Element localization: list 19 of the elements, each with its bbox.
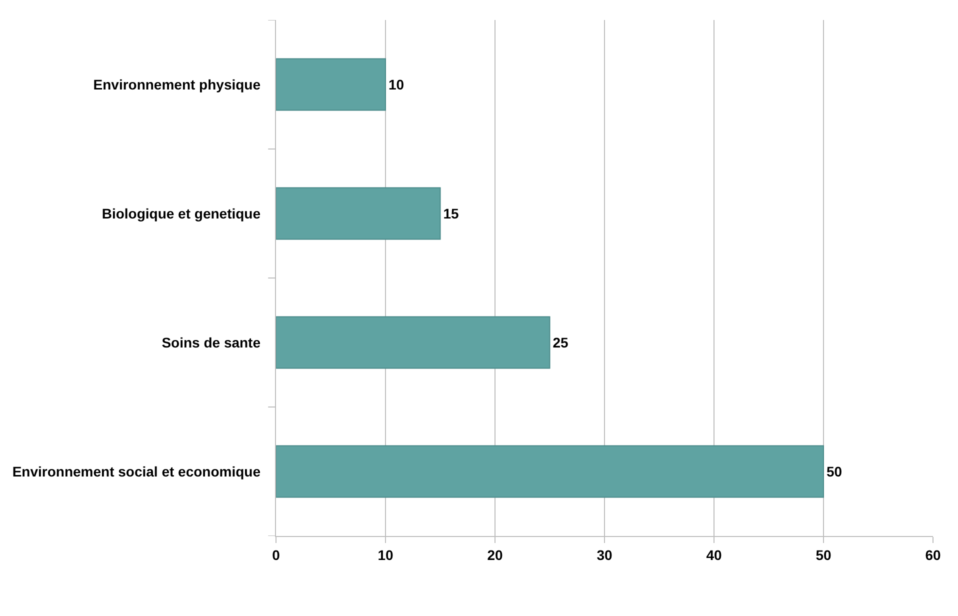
data-label: 50	[826, 464, 842, 480]
bar	[276, 316, 550, 369]
y-tick-label: Soins de sante	[162, 334, 261, 350]
x-tick-label: 10	[378, 546, 394, 563]
y-tick-label: Biologique et genetique	[102, 205, 261, 222]
data-label: 15	[443, 206, 460, 222]
bar	[276, 187, 441, 240]
y-tick-label: Environnement physique	[93, 76, 261, 92]
x-tick-label: 30	[596, 546, 612, 563]
data-label: 25	[552, 334, 569, 350]
x-tick-label: 50	[816, 546, 832, 563]
x-tick-label: 60	[925, 546, 941, 563]
data-label: 10	[388, 76, 404, 92]
y-tick-label: Environnement social et economique	[12, 463, 261, 480]
bar	[276, 58, 386, 111]
bar	[276, 445, 824, 498]
x-tick-label: 0	[272, 546, 280, 563]
x-tick-label: 20	[487, 546, 503, 563]
x-tick-label: 40	[706, 546, 722, 563]
